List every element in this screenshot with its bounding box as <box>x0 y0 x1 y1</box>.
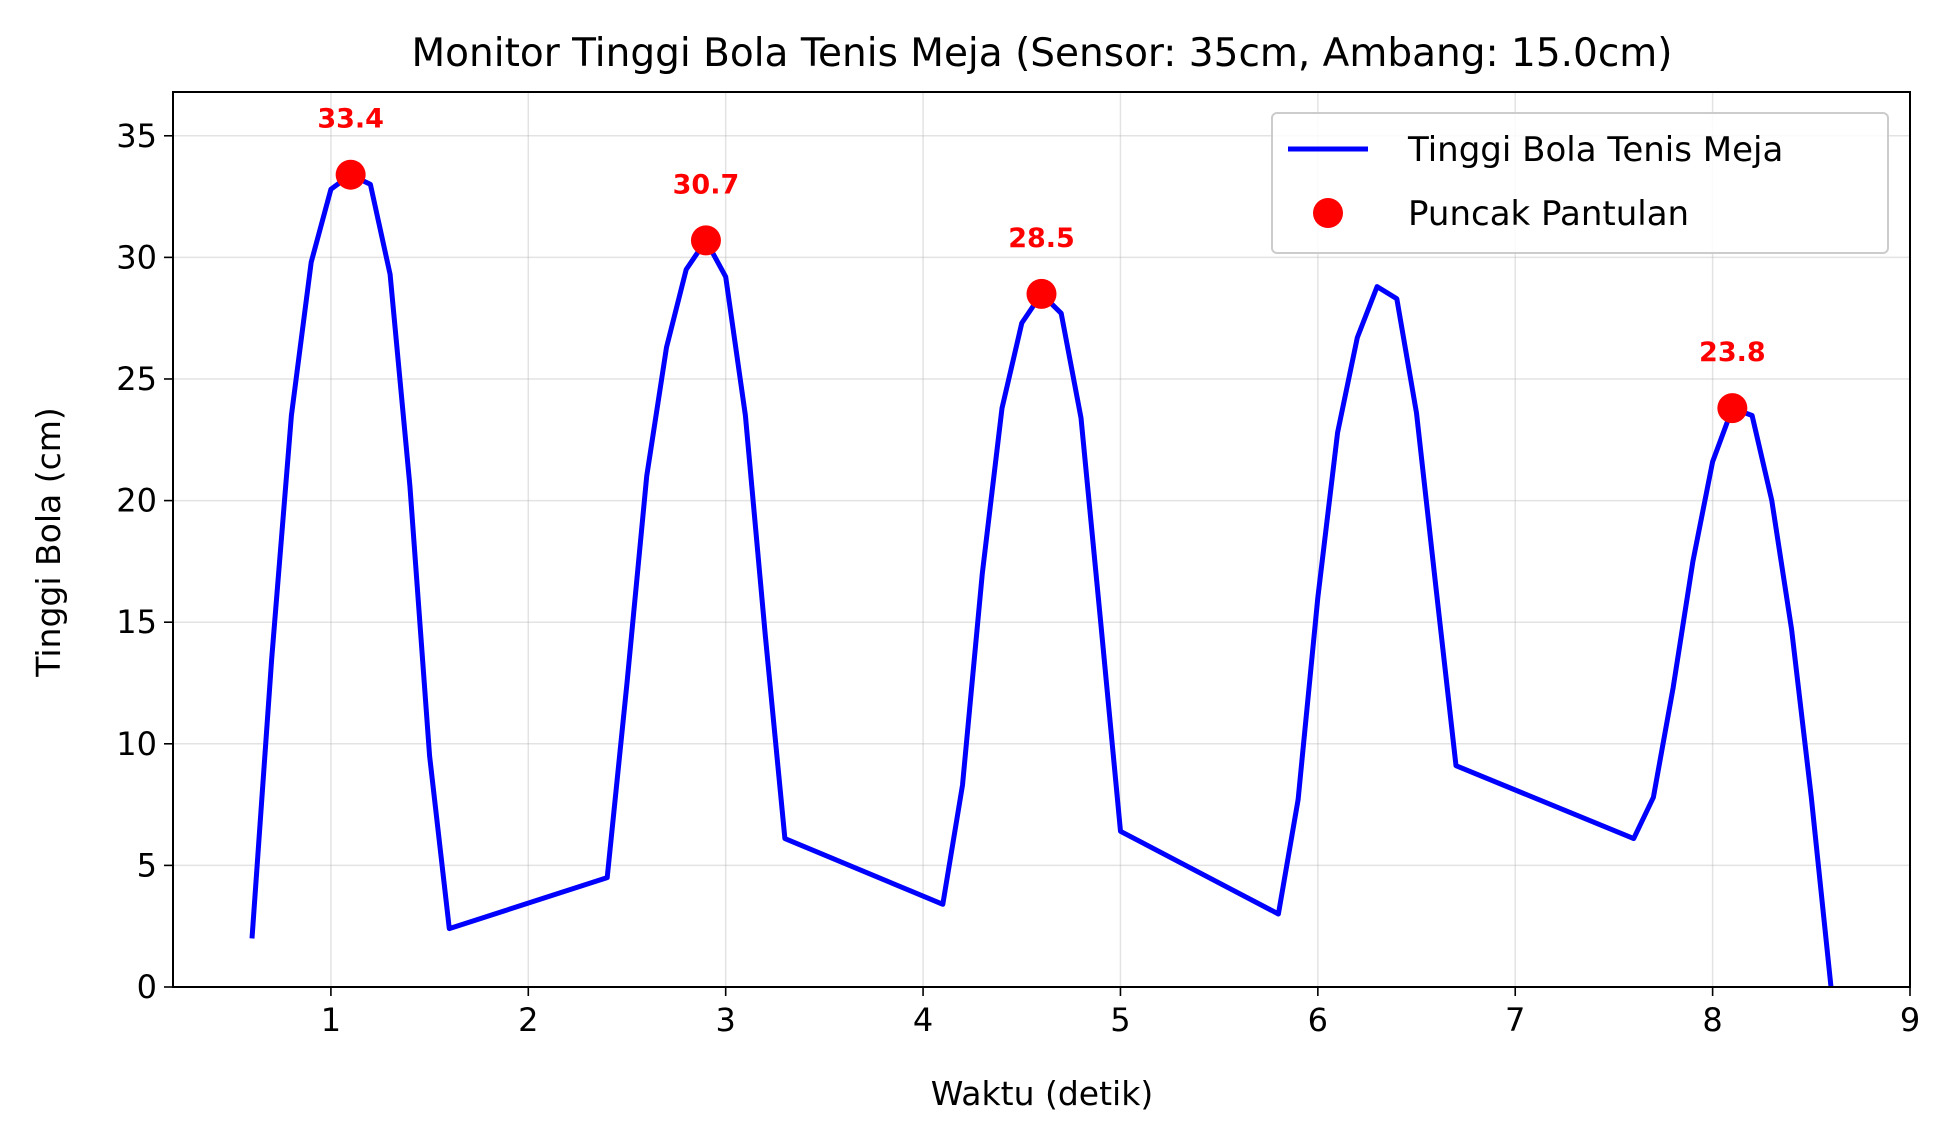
peak-marker <box>1026 278 1057 309</box>
peak-value-label: 28.5 <box>1008 223 1075 254</box>
y-tick-label: 15 <box>116 603 157 641</box>
legend-label: Puncak Pantulan <box>1408 194 1689 234</box>
y-tick-label: 5 <box>137 846 157 884</box>
x-tick-label: 2 <box>518 1001 538 1039</box>
chart-title: Monitor Tinggi Bola Tenis Meja (Sensor: … <box>412 31 1673 76</box>
y-tick-label: 0 <box>137 968 157 1006</box>
y-tick-label: 30 <box>116 238 157 276</box>
plot-area-frame <box>172 91 1911 988</box>
height-series-line <box>249 172 1834 988</box>
x-axis-label: Waktu (detik) <box>931 1074 1153 1113</box>
y-axis-label: Tinggi Bola (cm) <box>29 407 68 678</box>
x-axis-ticks: 1 2 3 4 5 6 7 8 9 <box>321 987 1920 1039</box>
x-tick-label: 5 <box>1110 1001 1130 1039</box>
peak-value-label: 30.7 <box>673 169 740 200</box>
legend-label: Tinggi Bola Tenis Meja <box>1407 130 1783 170</box>
legend-box <box>1271 112 1889 254</box>
peak-value-label: 23.8 <box>1699 337 1766 368</box>
legend: Tinggi Bola Tenis Meja Puncak Pantulan <box>1271 112 1889 254</box>
legend-marker-swatch <box>1313 198 1343 228</box>
y-tick-label: 35 <box>116 117 157 155</box>
x-tick-label: 1 <box>321 1001 341 1039</box>
peak-marker <box>690 225 721 256</box>
peak-marker <box>1717 393 1748 424</box>
x-tick-label: 4 <box>913 1001 933 1039</box>
x-tick-label: 3 <box>716 1001 736 1039</box>
y-tick-label: 25 <box>116 360 157 398</box>
x-tick-label: 8 <box>1702 1001 1722 1039</box>
y-axis-ticks: 0 5 10 15 20 25 30 35 <box>116 117 173 1006</box>
x-tick-label: 9 <box>1900 1001 1920 1039</box>
y-tick-label: 10 <box>116 725 157 763</box>
plot-series: 33.4 30.7 28.5 23.8 <box>249 104 1834 988</box>
peak-marker <box>335 159 366 190</box>
y-tick-label: 20 <box>116 482 157 520</box>
x-tick-label: 6 <box>1308 1001 1328 1039</box>
peak-value-label: 33.4 <box>317 104 384 135</box>
x-tick-label: 7 <box>1505 1001 1525 1039</box>
